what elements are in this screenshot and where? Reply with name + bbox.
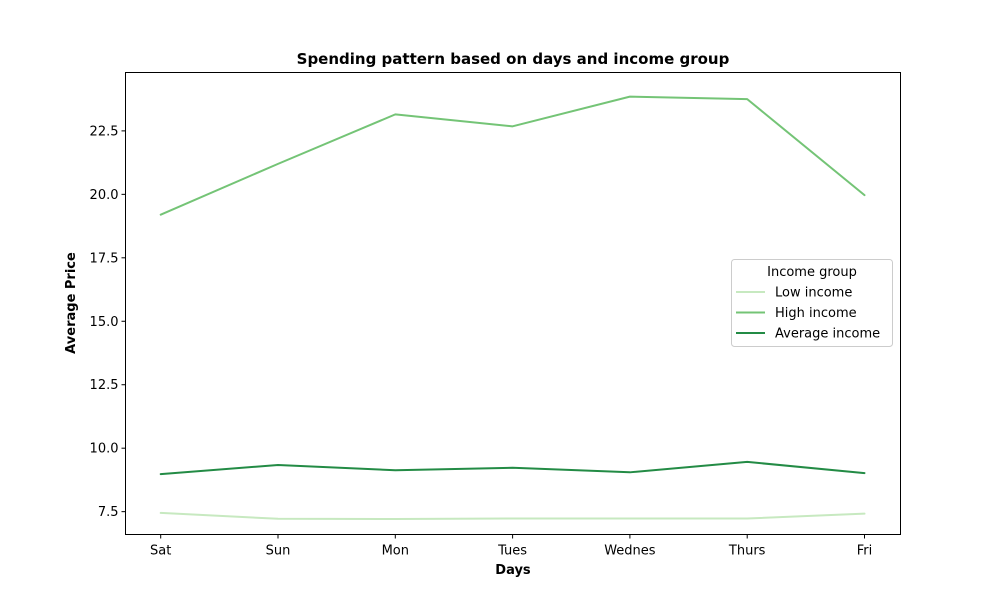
legend-title: Income group <box>767 265 857 280</box>
chart-title: Spending pattern based on days and incom… <box>297 50 730 68</box>
x-tick-label: Fri <box>857 544 873 559</box>
x-axis: Sat Sun Mon Tues Wednes Thurs Fri <box>150 534 873 559</box>
y-tick-label: 17.5 <box>90 251 119 266</box>
x-tick-label: Sun <box>266 544 291 559</box>
y-tick-label: 22.5 <box>90 124 119 139</box>
legend-box <box>731 259 893 347</box>
x-axis-label: Days <box>495 563 531 578</box>
legend-label: Low income <box>775 286 852 301</box>
x-tick-label: Tues <box>497 544 527 559</box>
y-tick-label: 10.0 <box>90 442 119 457</box>
y-tick-label: 7.5 <box>98 505 119 520</box>
legend-label: High income <box>775 306 857 321</box>
series-line-average-income <box>159 460 866 476</box>
x-tick-label: Wednes <box>604 544 656 559</box>
series-line-high-income <box>159 95 866 216</box>
y-tick-label: 20.0 <box>90 188 119 203</box>
legend: Income group Low income High income Averag… <box>731 259 893 347</box>
series-lines <box>159 95 866 521</box>
series-line-low-income <box>159 511 866 521</box>
legend-items: Low income High income Average income <box>736 286 880 342</box>
legend-label: Average income <box>775 327 880 342</box>
y-axis-label: Average Price <box>64 252 79 354</box>
x-tick-label: Mon <box>382 544 409 559</box>
x-tick-label: Thurs <box>728 544 766 559</box>
y-axis: 7.5 10.0 12.5 15.0 17.5 20.0 22.5 <box>90 124 126 520</box>
x-tick-label: Sat <box>150 544 171 559</box>
y-tick-label: 15.0 <box>90 315 119 330</box>
y-tick-label: 12.5 <box>90 378 119 393</box>
